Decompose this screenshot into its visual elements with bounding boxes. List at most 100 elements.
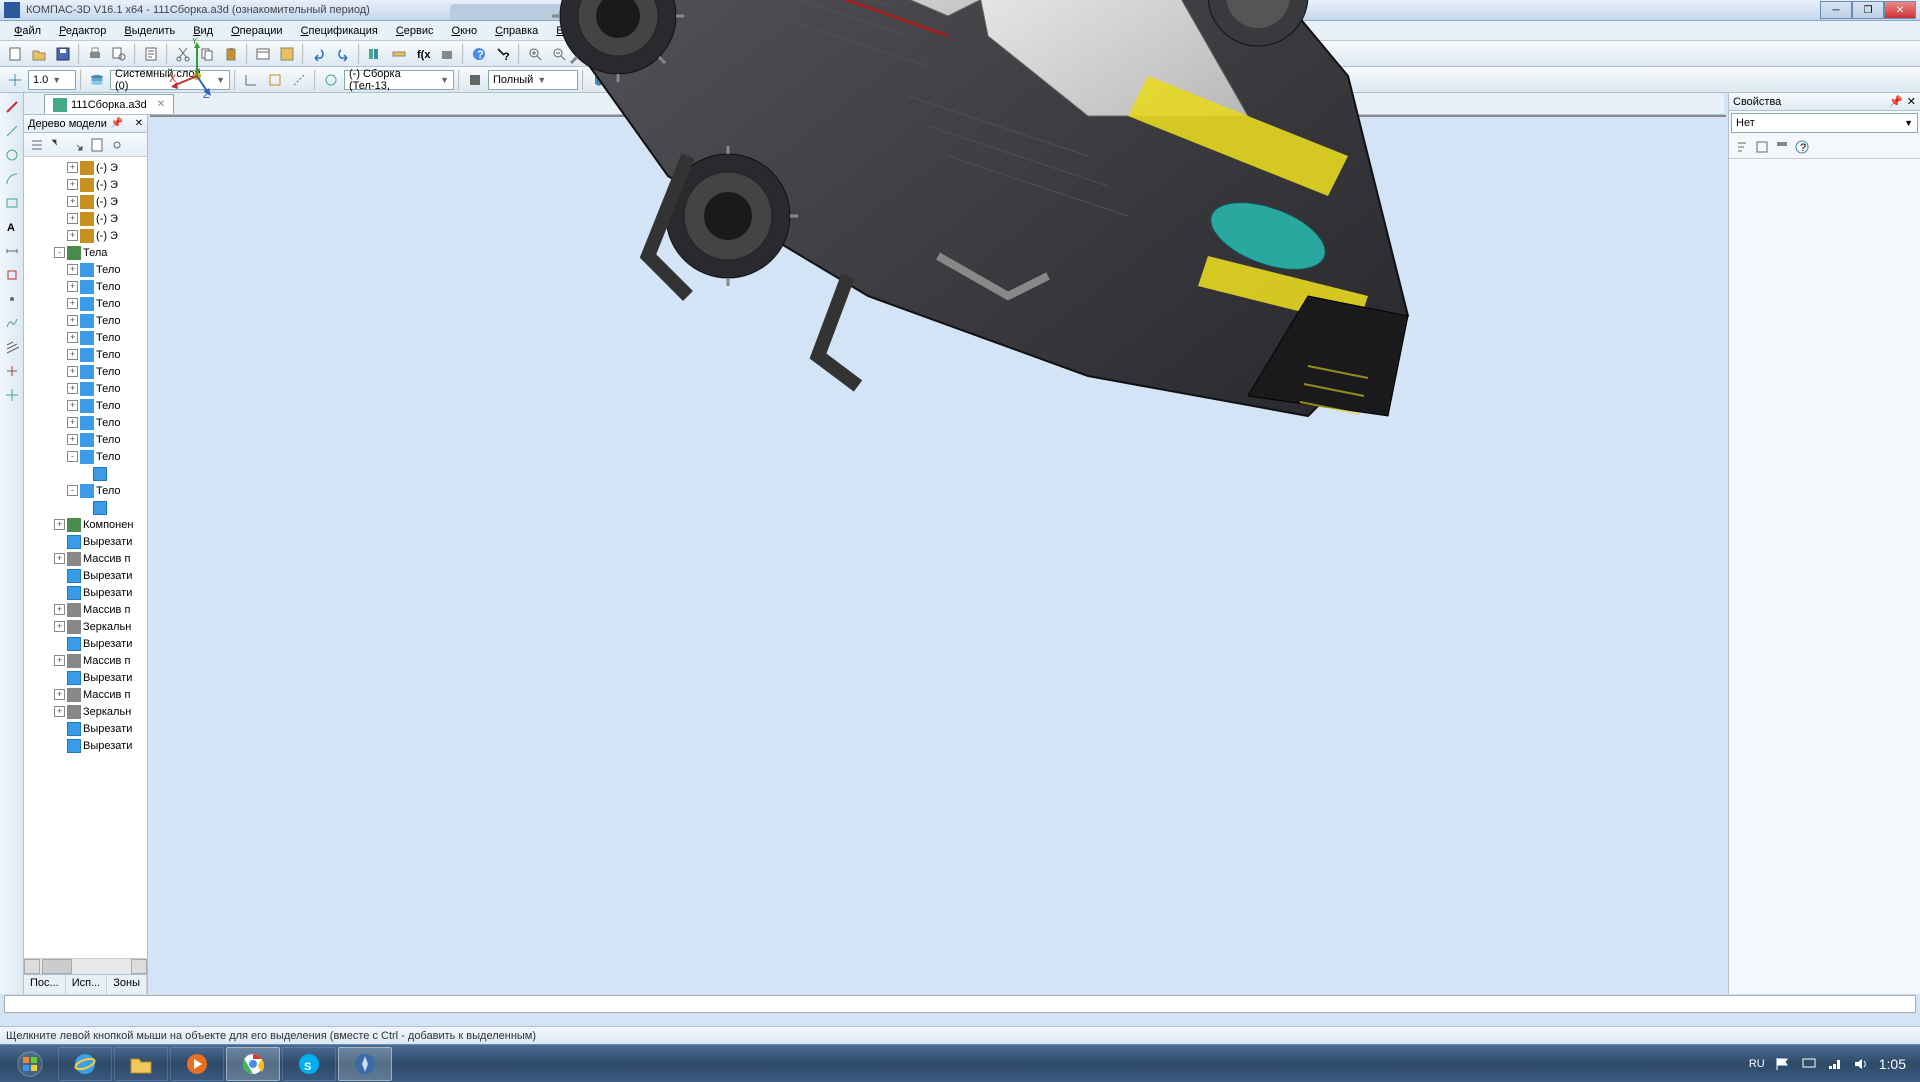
tree-expander[interactable]: - bbox=[54, 247, 65, 258]
tree-item[interactable]: +(-) Э bbox=[24, 210, 147, 227]
tray-flag-icon[interactable] bbox=[1775, 1056, 1791, 1072]
tree-expander[interactable]: + bbox=[54, 553, 65, 564]
tree-item[interactable]: +Тело bbox=[24, 346, 147, 363]
taskbar-ie-button[interactable] bbox=[58, 1047, 112, 1081]
tree-expander[interactable]: + bbox=[67, 434, 78, 445]
coord-system-button[interactable] bbox=[240, 69, 262, 91]
tree-item[interactable]: Вырезати bbox=[24, 737, 147, 754]
menu-edit[interactable]: Редактор bbox=[51, 23, 114, 39]
tree-item[interactable]: +(-) Э bbox=[24, 193, 147, 210]
tree-expander[interactable]: + bbox=[67, 383, 78, 394]
tree-body[interactable]: +(-) Э+(-) Э+(-) Э+(-) Э+(-) Э-Тела+Тело… bbox=[24, 157, 147, 958]
tree-expander[interactable]: + bbox=[54, 689, 65, 700]
tree-expander[interactable]: + bbox=[54, 621, 65, 632]
point-tool-button[interactable] bbox=[2, 289, 22, 309]
library-manager-button[interactable] bbox=[364, 43, 386, 65]
move-tool-button[interactable] bbox=[2, 385, 22, 405]
tree-expander[interactable]: + bbox=[67, 162, 78, 173]
text-tool-button[interactable]: A bbox=[2, 217, 22, 237]
tree-item[interactable]: +Тело bbox=[24, 431, 147, 448]
tree-item[interactable]: +Тело bbox=[24, 278, 147, 295]
plane-button[interactable] bbox=[264, 69, 286, 91]
trim-tool-button[interactable] bbox=[2, 361, 22, 381]
undo-button[interactable] bbox=[308, 43, 330, 65]
dimension-tool-button[interactable] bbox=[2, 241, 22, 261]
menu-view[interactable]: Вид bbox=[185, 23, 221, 39]
tree-expander[interactable]: + bbox=[67, 315, 78, 326]
tree-scrollbar[interactable] bbox=[24, 958, 147, 974]
pin-icon[interactable]: 📌 bbox=[1889, 95, 1903, 108]
open-button[interactable] bbox=[28, 43, 50, 65]
props-sort-button[interactable] bbox=[1733, 138, 1751, 156]
tree-expander[interactable]: + bbox=[67, 213, 78, 224]
tree-expander[interactable]: - bbox=[67, 485, 78, 496]
tree-item[interactable]: +Тело bbox=[24, 312, 147, 329]
scroll-thumb[interactable] bbox=[42, 959, 72, 974]
menu-operations[interactable]: Операции bbox=[223, 23, 290, 39]
new-document-button[interactable] bbox=[4, 43, 26, 65]
hatch-tool-button[interactable] bbox=[2, 337, 22, 357]
close-button[interactable]: ✕ bbox=[1884, 1, 1916, 19]
taskbar-chrome-button[interactable] bbox=[226, 1047, 280, 1081]
save-button[interactable] bbox=[52, 43, 74, 65]
tree-expander[interactable]: + bbox=[67, 332, 78, 343]
tree-item[interactable]: +Массив п bbox=[24, 652, 147, 669]
arc-tool-button[interactable] bbox=[2, 169, 22, 189]
tray-network-icon[interactable] bbox=[1827, 1056, 1843, 1072]
tree-item[interactable]: +Компонен bbox=[24, 516, 147, 533]
assembly-icon[interactable] bbox=[320, 69, 342, 91]
tree-item[interactable]: Вырезати bbox=[24, 635, 147, 652]
tree-item[interactable]: +Тело bbox=[24, 397, 147, 414]
menu-file[interactable]: Файл bbox=[6, 23, 49, 39]
tree-item[interactable]: +Тело bbox=[24, 261, 147, 278]
tree-expander[interactable]: + bbox=[54, 706, 65, 717]
tree-expander[interactable]: - bbox=[67, 451, 78, 462]
tree-item[interactable]: Вырезати bbox=[24, 584, 147, 601]
tree-expander[interactable]: + bbox=[67, 349, 78, 360]
3d-viewport[interactable]: Y X Z bbox=[150, 115, 1726, 117]
close-panel-icon[interactable]: ✕ bbox=[1907, 95, 1916, 108]
tree-collapse-button[interactable] bbox=[68, 136, 86, 154]
minimize-button[interactable]: ─ bbox=[1820, 1, 1852, 19]
tree-expander[interactable]: + bbox=[54, 604, 65, 615]
tree-expander[interactable]: + bbox=[67, 264, 78, 275]
scroll-left-button[interactable] bbox=[24, 959, 40, 974]
tree-expander[interactable]: + bbox=[54, 655, 65, 666]
tree-tab[interactable]: Зоны bbox=[107, 975, 147, 994]
layer-icon[interactable] bbox=[86, 69, 108, 91]
tree-expander[interactable]: + bbox=[67, 196, 78, 207]
tree-expander[interactable]: + bbox=[67, 417, 78, 428]
tree-expander[interactable]: + bbox=[54, 519, 65, 530]
tree-expander[interactable]: + bbox=[67, 281, 78, 292]
tree-item[interactable]: -Тело bbox=[24, 448, 147, 465]
document-properties-button[interactable] bbox=[140, 43, 162, 65]
constraint-tool-button[interactable] bbox=[2, 265, 22, 285]
tree-expander[interactable]: + bbox=[67, 366, 78, 377]
pin-icon[interactable]: 📌 bbox=[111, 118, 123, 129]
taskbar-media-button[interactable] bbox=[170, 1047, 224, 1081]
tree-item[interactable]: Вырезати bbox=[24, 567, 147, 584]
tree-expander[interactable]: + bbox=[67, 400, 78, 411]
tree-view-button[interactable] bbox=[28, 136, 46, 154]
props-filter-button[interactable] bbox=[1773, 138, 1791, 156]
step-combo[interactable]: 1.0▼ bbox=[28, 70, 76, 90]
tree-item[interactable]: +Зеркальн bbox=[24, 618, 147, 635]
tree-tab[interactable]: Пос... bbox=[24, 975, 66, 994]
maximize-button[interactable]: ❐ bbox=[1852, 1, 1884, 19]
language-indicator[interactable]: RU bbox=[1749, 1058, 1765, 1070]
taskbar-clock[interactable]: 1:05 bbox=[1879, 1056, 1906, 1072]
tree-item[interactable] bbox=[24, 499, 147, 516]
tree-item[interactable]: -Тело bbox=[24, 482, 147, 499]
props-group-button[interactable] bbox=[1753, 138, 1771, 156]
tree-item[interactable]: +Тело bbox=[24, 295, 147, 312]
tree-item[interactable]: +(-) Э bbox=[24, 159, 147, 176]
tree-item[interactable] bbox=[24, 465, 147, 482]
rect-tool-button[interactable] bbox=[2, 193, 22, 213]
tree-filter-button[interactable] bbox=[88, 136, 106, 154]
print-button[interactable] bbox=[84, 43, 106, 65]
tree-item[interactable]: Вырезати bbox=[24, 720, 147, 737]
tray-action-center-icon[interactable] bbox=[1801, 1056, 1817, 1072]
tree-item[interactable]: +Тело bbox=[24, 380, 147, 397]
tree-item[interactable]: Вырезати bbox=[24, 533, 147, 550]
tree-item[interactable]: +Тело bbox=[24, 363, 147, 380]
